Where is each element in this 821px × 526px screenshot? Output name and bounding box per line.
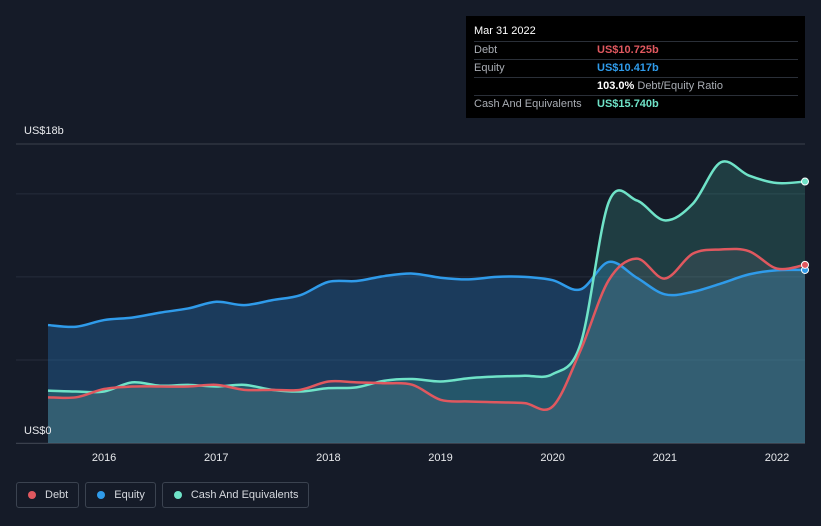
area-debt — [48, 248, 805, 443]
legend-cash-label: Cash And Equivalents — [190, 489, 299, 501]
tooltip-cash-value: US$15.740b — [597, 98, 659, 110]
legend-debt-label: Debt — [45, 489, 69, 501]
line-debt — [47, 247, 806, 412]
tooltip-date: Mar 31 2022 — [474, 25, 536, 37]
legend-equity-label: Equity — [114, 489, 145, 501]
equity-dot-icon — [97, 491, 106, 499]
endpoint-cash-and-equivalents — [801, 177, 809, 186]
tooltip-ratio-label: Debt/Equity Ratio — [637, 80, 723, 92]
legend-item-equity[interactable]: Equity — [85, 482, 156, 508]
y-axis-min-label: US$0 — [24, 425, 52, 437]
x-tick-label-2020: 2020 — [540, 452, 564, 464]
tooltip-row-debt: Debt US$10.725b — [474, 41, 798, 59]
legend-item-debt[interactable]: Debt — [16, 482, 80, 508]
tooltip-panel: Mar 31 2022 Debt US$10.725b Equity US$10… — [466, 16, 805, 118]
tooltip-ratio-value: 103.0% — [597, 80, 635, 92]
x-tick-label-2021: 2021 — [653, 452, 677, 464]
endpoint-debt — [801, 260, 809, 269]
tooltip-debt-label: Debt — [474, 44, 498, 56]
x-tick-label-2019: 2019 — [428, 452, 452, 464]
y-axis-max-label: US$18b — [24, 125, 64, 137]
area-equity — [48, 261, 805, 443]
tooltip-row-cash: Cash And Equivalents US$15.740b — [474, 95, 798, 113]
x-tick-label-2016: 2016 — [92, 452, 116, 464]
legend-item-cash[interactable]: Cash And Equivalents — [161, 482, 310, 508]
x-tick-label-2018: 2018 — [316, 452, 340, 464]
x-tick-label-2017: 2017 — [204, 452, 228, 464]
tooltip-row-ratio: 103.0% Debt/Equity Ratio — [474, 77, 798, 95]
tooltip-row-equity: Equity US$10.417b — [474, 59, 798, 77]
cash-dot-icon — [173, 491, 182, 499]
line-equity — [47, 260, 806, 329]
line-cash-and-equivalents — [47, 160, 806, 394]
tooltip-equity-label: Equity — [474, 62, 505, 74]
chart-legend: Debt Equity Cash And Equivalents — [16, 482, 315, 508]
area-cash-and-equivalents — [48, 161, 805, 443]
x-tick-label-2022: 2022 — [765, 452, 789, 464]
debt-dot-icon — [28, 491, 36, 499]
tooltip-debt-value: US$10.725b — [597, 44, 659, 56]
tooltip-cash-label: Cash And Equivalents — [474, 98, 582, 110]
tooltip-equity-value: US$10.417b — [597, 62, 659, 74]
